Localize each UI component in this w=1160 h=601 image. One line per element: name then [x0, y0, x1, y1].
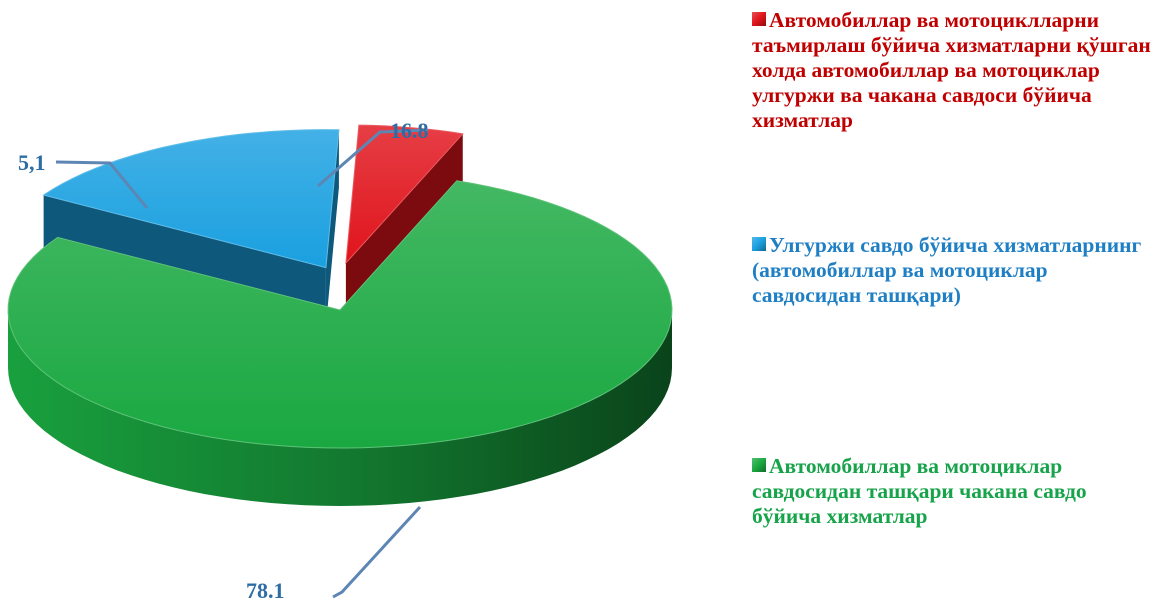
legend-marker-green [752, 458, 766, 472]
legend-item-repair-and-trade: Автомобиллар ва мотоциклларни таъмирлаш … [752, 8, 1157, 133]
leader-line-2 [332, 505, 422, 599]
legend-marker-red [752, 12, 766, 26]
legend-marker-blue [752, 237, 766, 251]
pie-slice-2 [7, 180, 673, 506]
data-label-2: 78.1 [246, 578, 285, 601]
data-label-1: 16.8 [390, 118, 429, 143]
leader-line-0 [55, 160, 149, 209]
legend-label: Улгуржи савдо бўйича хизматларнинг (авто… [752, 233, 1142, 307]
legend-item-wholesale: Улгуржи савдо бўйича хизматларнинг (авто… [752, 233, 1157, 308]
data-label-0: 5,1 [18, 150, 46, 175]
leader-line-1 [317, 128, 429, 188]
legend-item-retail: Автомобиллар ва мотоциклар савдосидан та… [752, 454, 1157, 529]
legend-label: Автомобиллар ва мотоциклларни таъмирлаш … [752, 8, 1151, 132]
legend-label: Автомобиллар ва мотоциклар савдосидан та… [752, 454, 1087, 528]
pie-chart: 5,1 16.8 78.1 [7, 118, 673, 601]
